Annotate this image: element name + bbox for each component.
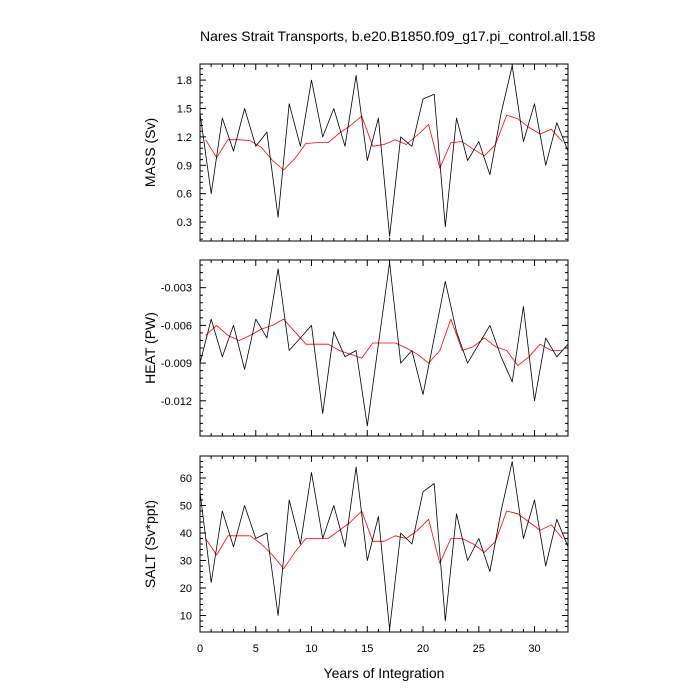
salt-annual-series-line [205,510,563,570]
chart-title: Nares Strait Transports, b.e20.B1850.f09… [200,28,596,44]
salt-panel: 60 50 40 30 20 10 SALT (Sv*ppt) 0 5 10 15 20 25 30 [142,455,569,655]
mass-y-tick-label: 0.9 [177,160,192,172]
x-tick-label: 10 [305,643,317,655]
salt-y-tick-label: 60 [180,473,192,485]
heat-y-tick-label: -0.003 [161,283,192,295]
mass-y-tick-label: 0.3 [177,217,192,229]
mass-panel: 1.8 1.5 1.2 0.9 0.6 0.3 MASS (Sv) [142,63,569,242]
heat-y-axis-label: HEAT (PW) [142,312,158,384]
x-tick-label: 20 [417,643,429,655]
mass-y-axis-label: MASS (Sv) [142,118,158,187]
mass-monthly-series-line [199,65,569,237]
salt-y-tick-label: 30 [180,556,192,568]
mass-y-tick-label: 1.8 [177,75,192,87]
salt-monthly-series-line [199,461,569,630]
x-tick-label: 0 [197,643,203,655]
heat-annual-series-line [205,318,563,367]
salt-y-axis-label: SALT (Sv*ppt) [142,500,158,588]
mass-plot-frame [199,63,569,242]
x-tick-label: 15 [361,643,373,655]
heat-y-tick-label: -0.012 [161,396,192,408]
salt-y-tick-label: 10 [180,611,192,623]
heat-y-tick-label: -0.009 [161,358,192,370]
mass-y-tick-label: 1.5 [177,103,192,115]
salt-y-tick-label: 20 [180,583,192,595]
mass-y-tick-label: 0.6 [177,189,192,201]
salt-y-tick-label: 40 [180,528,192,540]
heat-monthly-series-line [199,262,569,427]
x-tick-label: 5 [253,643,259,655]
mass-annual-series-line [205,114,563,171]
mass-y-tick-label: 1.2 [177,132,192,144]
salt-plot-frame [199,455,569,633]
x-tick-label: 30 [528,643,540,655]
heat-y-tick-label: -0.006 [161,320,192,332]
x-tick-label: 25 [473,643,485,655]
heat-plot-frame [199,259,569,437]
salt-y-tick-label: 50 [180,501,192,513]
x-axis-label: Years of Integration [323,665,445,681]
